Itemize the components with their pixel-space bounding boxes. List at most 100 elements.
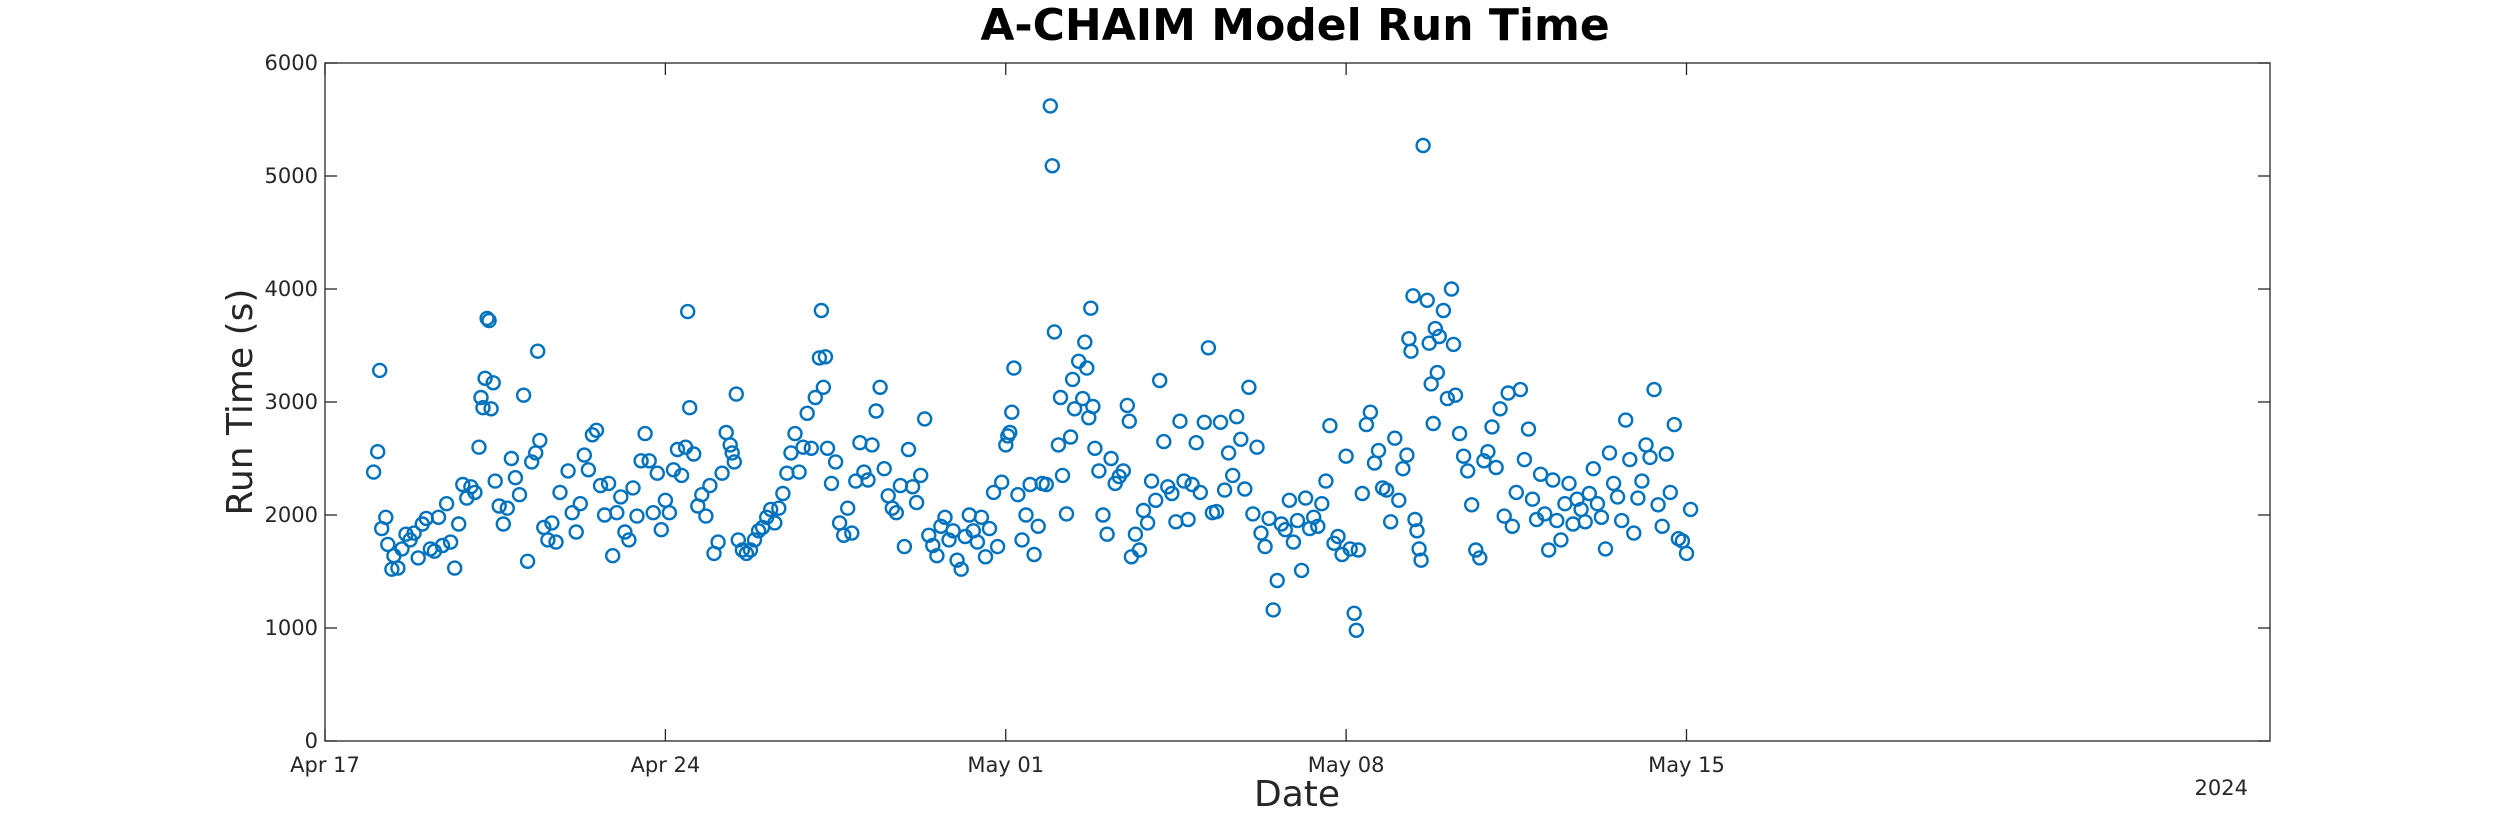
data-point xyxy=(1480,444,1496,460)
data-point xyxy=(981,520,998,537)
data-point xyxy=(1463,497,1480,513)
y-tick-label: 3000 xyxy=(265,390,318,414)
y-axis-label: Run Time (s) xyxy=(220,289,261,516)
data-point xyxy=(1391,492,1407,508)
data-point xyxy=(1382,514,1399,530)
data-point xyxy=(953,561,969,577)
data-point xyxy=(1346,605,1362,621)
data-point xyxy=(406,525,422,541)
x-tick-label: Apr 24 xyxy=(631,753,701,777)
data-point xyxy=(1200,340,1217,356)
data-point xyxy=(394,541,410,557)
data-point xyxy=(641,453,657,469)
data-point xyxy=(1403,343,1419,359)
data-point xyxy=(499,500,515,516)
data-point xyxy=(1164,485,1180,502)
data-point xyxy=(937,509,953,525)
data-point xyxy=(1265,602,1281,618)
data-point xyxy=(609,505,625,521)
data-point xyxy=(771,500,787,516)
x-axis-label: Date xyxy=(1254,774,1340,815)
data-point xyxy=(900,441,917,458)
data-point xyxy=(1536,506,1553,522)
data-point xyxy=(1589,496,1606,512)
data-point xyxy=(860,472,876,488)
data-point xyxy=(530,343,546,359)
data-point xyxy=(1407,511,1423,528)
data-point xyxy=(827,454,844,470)
data-point xyxy=(1322,418,1338,434)
data-point xyxy=(605,548,621,564)
data-point xyxy=(1370,442,1387,459)
data-point xyxy=(888,505,904,521)
data-point xyxy=(572,496,588,512)
data-point xyxy=(1249,439,1265,455)
data-point xyxy=(1212,414,1229,430)
data-point xyxy=(994,474,1010,490)
data-point xyxy=(844,525,860,541)
data-point xyxy=(811,350,828,366)
data-point xyxy=(621,532,637,548)
year-label: 2024 xyxy=(2195,776,2248,800)
data-point xyxy=(795,439,811,455)
data-point xyxy=(1423,376,1439,392)
data-point xyxy=(1091,463,1107,479)
data-point xyxy=(1184,476,1200,493)
data-point xyxy=(1646,381,1662,398)
data-point xyxy=(467,484,483,501)
data-point xyxy=(985,484,1002,501)
data-point xyxy=(372,362,388,379)
data-point xyxy=(495,516,511,532)
data-point xyxy=(503,450,520,467)
data-point xyxy=(1289,512,1306,529)
data-point xyxy=(783,445,799,461)
data-point xyxy=(1253,525,1269,541)
y-tick-label: 2000 xyxy=(265,503,318,527)
data-point xyxy=(519,553,536,569)
data-point xyxy=(1038,476,1055,493)
data-point xyxy=(1196,414,1213,430)
data-point xyxy=(1455,448,1472,464)
data-point xyxy=(625,480,641,496)
data-point xyxy=(1348,622,1365,638)
data-point xyxy=(1468,542,1484,558)
data-point xyxy=(868,403,884,419)
data-point xyxy=(1046,324,1063,340)
data-point xyxy=(1115,463,1132,479)
data-point xyxy=(1411,541,1427,557)
data-point xyxy=(548,534,564,550)
data-point xyxy=(1609,489,1626,505)
data-point xyxy=(1004,404,1020,420)
data-point xyxy=(1281,492,1298,508)
data-point xyxy=(1350,542,1367,558)
data-point xyxy=(1079,360,1095,376)
data-point xyxy=(1512,381,1529,398)
data-point xyxy=(1561,475,1577,492)
data-point xyxy=(1127,526,1144,542)
data-point xyxy=(1066,401,1083,417)
data-point xyxy=(1277,522,1294,538)
data-point xyxy=(1077,334,1093,350)
data-point xyxy=(1139,515,1156,531)
data-point xyxy=(588,422,605,438)
x-axis: Apr 17 Apr 24 May 01 May 08 May 15 xyxy=(290,63,1725,777)
data-point xyxy=(475,400,491,416)
data-point xyxy=(1492,401,1508,417)
data-point xyxy=(1516,451,1533,468)
data-point xyxy=(1052,389,1069,406)
data-point xyxy=(949,552,965,568)
data-point xyxy=(1151,372,1168,389)
data-point xyxy=(515,387,532,403)
data-point xyxy=(633,453,649,469)
data-point xyxy=(1087,440,1103,456)
data-point xyxy=(1508,484,1525,501)
data-point xyxy=(1208,503,1225,520)
data-point xyxy=(686,446,702,462)
data-point xyxy=(430,509,447,525)
data-point xyxy=(1666,416,1683,433)
data-point xyxy=(750,523,767,539)
data-point xyxy=(544,515,560,531)
data-point xyxy=(524,454,540,470)
data-point xyxy=(1030,518,1046,534)
data-point xyxy=(908,494,925,511)
